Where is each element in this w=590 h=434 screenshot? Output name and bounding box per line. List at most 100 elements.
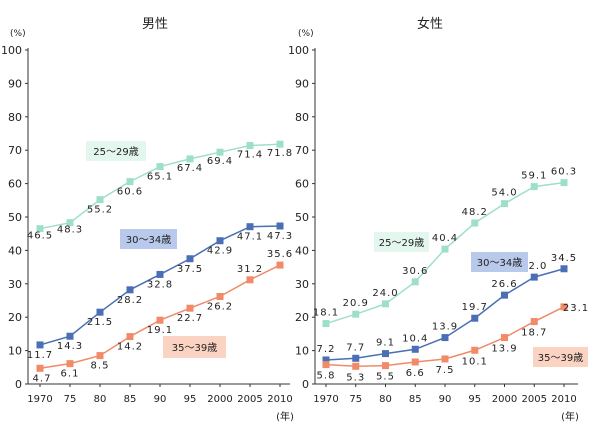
data-label: 31.2 [237, 264, 263, 275]
data-label: 10.1 [462, 356, 488, 367]
data-label: 5.3 [346, 372, 365, 383]
series-label-box [86, 141, 146, 161]
data-point [276, 261, 284, 269]
data-label: 26.6 [491, 279, 517, 290]
panel-0: 男性 (%) 0 10 20 30 40 50 60 70 80 90 100 1970 75 80 85 90 9… [1, 17, 294, 423]
data-label: 6.6 [406, 368, 425, 379]
series-name: 25～29歳 [93, 146, 138, 158]
series-name: 30～34歳 [477, 257, 522, 269]
series-label-box [374, 232, 429, 252]
data-label: 14.3 [57, 341, 83, 352]
data-point [246, 276, 254, 284]
data-label: 20.9 [343, 298, 369, 309]
data-label: 67.4 [177, 163, 203, 174]
data-label: 40.4 [432, 233, 458, 244]
y-tick-label: 20 [295, 311, 309, 324]
data-label: 4.7 [33, 373, 52, 384]
data-point [530, 183, 538, 191]
data-label: 37.5 [177, 264, 203, 275]
x-tick-label: 75 [349, 394, 362, 405]
data-point [36, 364, 44, 372]
series-label-box [163, 336, 226, 358]
data-point [36, 225, 44, 233]
series-name: 35～39歳 [172, 342, 217, 354]
data-point [560, 265, 568, 273]
data-point [441, 334, 449, 342]
x-tick-label: 90 [154, 394, 167, 405]
data-label: 42.9 [207, 246, 233, 257]
data-label: 34.5 [551, 253, 577, 264]
series-label-box [533, 347, 588, 367]
data-point [441, 245, 449, 253]
data-point [530, 273, 538, 281]
data-point [471, 219, 479, 227]
data-point [156, 270, 164, 278]
y-tick-label: 0 [302, 378, 309, 391]
data-label: 5.5 [376, 372, 395, 383]
x-tick-label: 85 [409, 394, 422, 405]
x-axis-unit: (年) [276, 410, 294, 423]
data-label: 60.6 [117, 187, 143, 198]
data-point [186, 155, 194, 163]
data-label: 48.3 [57, 225, 83, 236]
data-point [441, 355, 449, 363]
y-tick-label: 50 [8, 211, 22, 224]
y-tick-label: 30 [295, 278, 309, 291]
y-tick-label: 10 [295, 345, 309, 358]
data-label: 69.4 [207, 156, 233, 167]
data-label: 32.0 [521, 261, 547, 272]
x-tick-label: 1970 [313, 394, 338, 405]
y-tick-label: 80 [8, 111, 22, 124]
panel-1: 女性 (%) 0 10 20 30 40 50 60 70 80 90 100 1970 75 80 85 90 9… [288, 16, 588, 423]
series-label-box [120, 229, 177, 249]
data-label: 26.2 [207, 301, 233, 312]
x-tick-label: 1970 [27, 394, 52, 405]
data-point [352, 354, 360, 362]
x-tick-label: 80 [379, 394, 392, 405]
data-label: 47.3 [267, 231, 293, 242]
panel-title: 男性 [142, 17, 168, 32]
data-point [216, 292, 224, 300]
data-point [471, 314, 479, 322]
x-tick-label: 80 [94, 394, 107, 405]
x-tick-label: 2000 [207, 394, 232, 405]
data-label: 13.9 [491, 344, 517, 355]
data-label: 10.4 [402, 333, 428, 344]
data-label: 32.8 [147, 279, 173, 290]
data-label: 21.5 [87, 317, 113, 328]
data-point [276, 140, 284, 148]
data-label: 6.1 [61, 369, 80, 380]
x-tick-label: 85 [124, 394, 137, 405]
data-point [322, 320, 330, 328]
y-tick-label: 90 [295, 77, 309, 90]
data-label: 7.2 [317, 344, 336, 355]
data-point [246, 223, 254, 231]
data-point [411, 358, 419, 366]
y-tick-label: 0 [15, 378, 22, 391]
data-label: 35.6 [267, 249, 293, 260]
series-name: 30～34歳 [126, 234, 171, 246]
data-label: 13.9 [432, 322, 458, 333]
data-point [246, 142, 254, 150]
data-label: 14.2 [117, 342, 143, 353]
data-label: 71.8 [267, 148, 293, 159]
series-name: 25～29歳 [379, 237, 424, 249]
x-tick-label: 2005 [522, 394, 547, 405]
data-point [156, 316, 164, 324]
data-label: 11.7 [27, 350, 53, 361]
data-point [66, 360, 74, 368]
data-point [126, 178, 134, 186]
data-label: 24.0 [372, 288, 398, 299]
data-label: 54.0 [491, 188, 517, 199]
data-label: 30.6 [402, 266, 428, 277]
data-point [156, 163, 164, 171]
data-point [501, 291, 508, 299]
y-tick-label: 30 [8, 278, 22, 291]
y-tick-label: 100 [288, 44, 309, 57]
y-tick-label: 50 [295, 211, 309, 224]
data-point [36, 341, 44, 349]
data-point [382, 300, 389, 308]
data-label: 71.4 [237, 150, 263, 161]
x-tick-label: 95 [468, 394, 481, 405]
data-label: 18.7 [521, 328, 547, 339]
